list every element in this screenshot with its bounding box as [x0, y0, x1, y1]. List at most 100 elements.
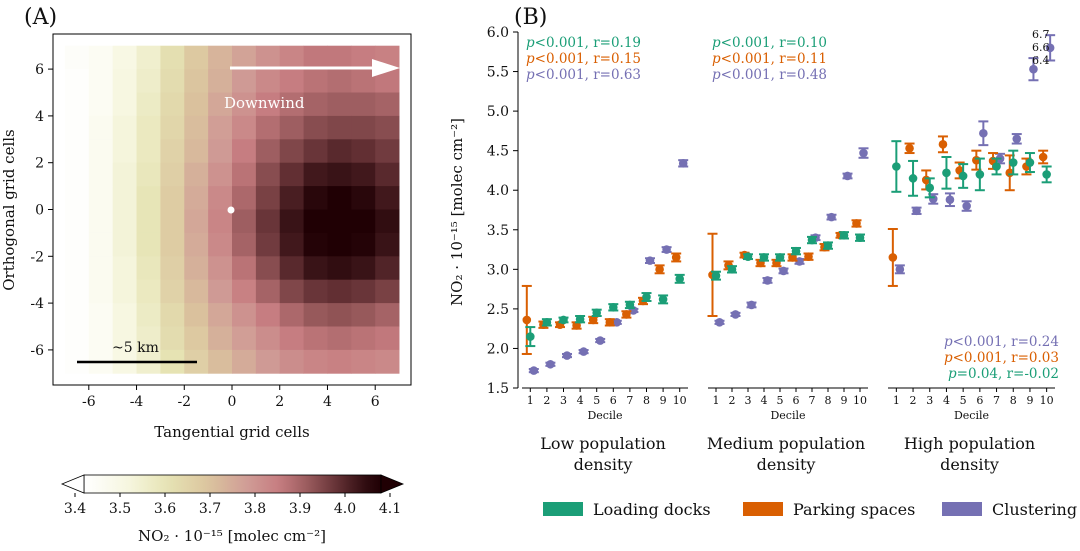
heatmap-cell — [136, 186, 161, 210]
heatmap-cell — [88, 279, 114, 304]
clustering-point — [612, 318, 622, 327]
stat-values: <0.001, r=0.24 — [953, 334, 1059, 350]
heatmap-cell — [255, 232, 281, 257]
heatmap-cell — [232, 256, 257, 281]
decile-tick-label: 10 — [673, 394, 687, 407]
heatmap-cell — [375, 349, 400, 374]
group-label: Medium population — [707, 434, 865, 453]
outlier-label: 6.7 — [1032, 28, 1050, 41]
heatmap-x-tick-label: 4 — [323, 394, 332, 410]
legend-swatch-loading — [543, 502, 583, 516]
loading-point — [807, 235, 817, 245]
heatmap-cell — [351, 349, 376, 374]
clustering-point — [645, 256, 655, 265]
heatmap-cell — [88, 139, 114, 164]
heatmap-cell — [327, 162, 352, 187]
heatmap-xlabel: Tangential grid cells — [154, 423, 309, 441]
clustering-point — [731, 310, 740, 319]
heatmap-cell — [375, 209, 400, 234]
heatmap-cell — [64, 232, 90, 257]
parking-point — [671, 253, 681, 262]
group-label-line2: density — [757, 455, 816, 474]
heatmap-cell — [232, 279, 257, 304]
decile-axis-label: Decile — [770, 409, 805, 422]
heatmap-cell — [208, 232, 233, 257]
heatmap-cell — [112, 303, 137, 327]
heatmap-cell — [208, 139, 233, 164]
heatmap-cell — [112, 162, 137, 187]
heatmap-cell — [303, 45, 328, 70]
heatmap-cell — [351, 92, 376, 117]
heatmap-cell — [208, 349, 233, 374]
heatmap-cell — [303, 92, 328, 117]
decile-tick-label: 7 — [626, 394, 633, 407]
parking-point — [938, 140, 948, 149]
clustering-point — [827, 212, 836, 222]
heatmap-cell — [184, 162, 209, 187]
heatmap-cell — [136, 256, 161, 281]
heatmap-cell — [208, 326, 233, 351]
heatmap-cell — [375, 186, 400, 210]
heatmap-cell — [208, 279, 233, 304]
panel-b-y-tick-label: 2.5 — [487, 302, 509, 318]
heatmap-cell — [136, 139, 161, 164]
loading-point — [942, 168, 951, 178]
heatmap-cell — [232, 209, 257, 234]
legend-swatch-clustering — [942, 502, 982, 516]
heatmap-cell — [64, 279, 90, 304]
heatmap-cell — [184, 209, 209, 234]
heatmap-cell — [327, 209, 352, 234]
heatmap-cell — [279, 92, 304, 117]
loading-point — [542, 318, 552, 327]
decile-tick-label: 8 — [1010, 394, 1017, 407]
heatmap-cell — [303, 209, 328, 234]
panel-b-y-tick-label: 4.0 — [487, 183, 509, 199]
heatmap-cell — [327, 69, 352, 93]
heatmap-cell — [303, 162, 328, 187]
heatmap-cell — [88, 45, 114, 70]
clustering-point — [859, 148, 868, 158]
heatmap-cell — [232, 115, 257, 140]
loading-point — [892, 162, 901, 171]
panel-b-label: (B) — [514, 5, 547, 30]
heatmap-cell — [64, 45, 90, 70]
heatmap-cell — [351, 45, 376, 70]
parking-point — [804, 252, 813, 261]
heatmap-cell — [351, 186, 376, 210]
heatmap-cell — [184, 279, 209, 304]
heatmap-cell — [160, 139, 185, 164]
heatmap-cell — [255, 139, 281, 164]
heatmap-cell — [351, 279, 376, 304]
heatmap-cell — [112, 69, 137, 93]
heatmap-cell — [279, 69, 304, 93]
heatmap-cell — [255, 303, 281, 327]
stat-values: <0.001, r=0.63 — [535, 67, 641, 83]
decile-tick-label: 1 — [713, 394, 720, 407]
decile-tick-label: 4 — [577, 394, 584, 407]
stat-line-clustering: p<0.001, r=0.63 — [526, 67, 641, 83]
stat-line-parking: p<0.001, r=0.03 — [944, 350, 1059, 366]
clustering-point — [763, 276, 772, 285]
decile-tick-label: 5 — [777, 394, 784, 407]
heatmap-cell — [112, 92, 137, 117]
group-label-line2: density — [940, 455, 999, 474]
heatmap-cell — [351, 162, 376, 187]
heatmap-cell — [160, 69, 185, 93]
loading-point — [1042, 170, 1051, 179]
panel-b-y-tick-label: 2.0 — [487, 341, 509, 357]
decile-tick-label: 2 — [543, 394, 550, 407]
heatmap-cell — [136, 232, 161, 257]
heatmap-cell — [184, 303, 209, 327]
clustering-point — [979, 128, 988, 138]
heatmap-cell — [184, 139, 209, 164]
heatmap-cell — [64, 209, 90, 234]
loading-point — [839, 231, 849, 240]
decile-tick-label: 8 — [643, 394, 650, 407]
group-label: High population — [904, 434, 1035, 453]
heatmap-cell — [232, 232, 257, 257]
heatmap-y-tick-label: 2 — [35, 156, 44, 172]
heatmap-cell — [351, 232, 376, 257]
heatmap-cell — [255, 92, 281, 117]
decile-tick-label: 6 — [976, 394, 983, 407]
colorbar-tick-label: 3.4 — [64, 501, 86, 517]
